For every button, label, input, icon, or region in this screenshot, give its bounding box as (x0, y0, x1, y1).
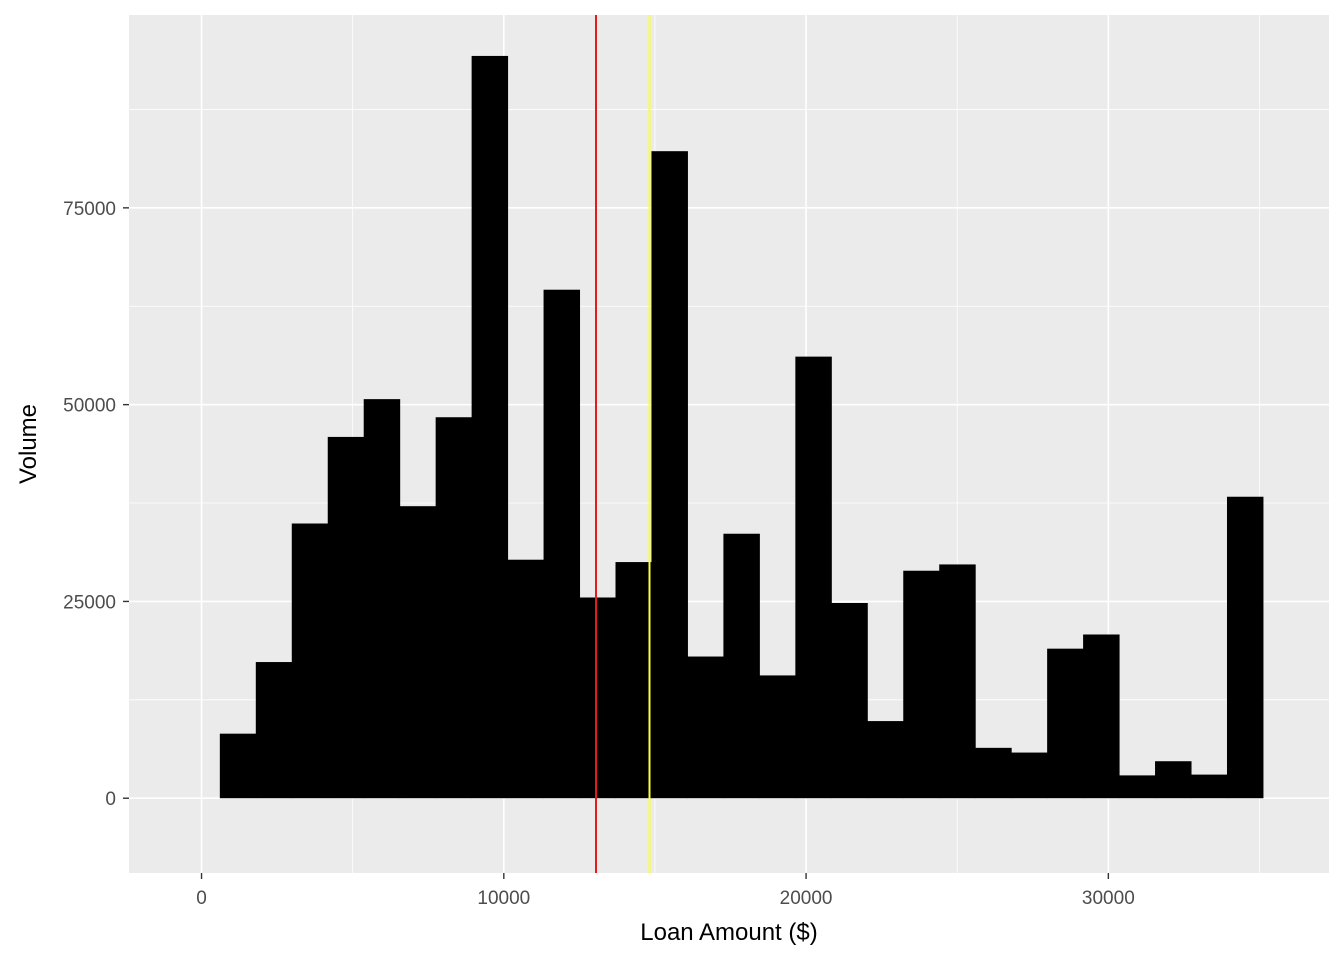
histogram-bar (255, 662, 293, 799)
histogram-bar (651, 151, 688, 799)
x-axis-title: Loan Amount ($) (640, 919, 817, 946)
histogram-bar (1083, 634, 1120, 799)
x-tick-label: 30000 (1082, 888, 1135, 909)
histogram-bar (363, 399, 401, 799)
y-tick-label: 75000 (63, 199, 116, 220)
y-tick-label: 50000 (63, 396, 116, 417)
reference-lines (595, 15, 651, 873)
histogram-bar (1047, 648, 1084, 799)
histogram-bar (471, 55, 509, 799)
y-axis-title: Volume (15, 404, 42, 484)
x-tick-label: 0 (196, 888, 207, 909)
x-tick-label: 10000 (477, 888, 530, 909)
histogram-bar (507, 559, 545, 799)
histogram-bar (975, 747, 1012, 799)
y-tick-label: 0 (105, 789, 116, 810)
histogram-bar (723, 533, 760, 799)
histogram-bar (1226, 496, 1264, 799)
histogram-bar (939, 564, 976, 799)
histogram-bar (1191, 774, 1228, 799)
histogram-bar (399, 506, 437, 799)
histogram-bar (327, 436, 365, 799)
histogram-bar (219, 733, 257, 799)
histogram-bars (219, 55, 1264, 799)
histogram-bar (867, 721, 904, 799)
histogram-bar (435, 417, 473, 799)
histogram-bar (903, 570, 940, 799)
axis-ticks (123, 207, 1110, 879)
y-axis-tick-labels: 0 25000 50000 75000 (63, 199, 116, 810)
histogram-bar (1011, 752, 1048, 799)
x-tick-label: 20000 (780, 888, 833, 909)
y-tick-label: 25000 (63, 592, 116, 613)
histogram-bar (1155, 761, 1192, 799)
histogram-bar (1119, 775, 1156, 799)
histogram-bar (831, 603, 868, 799)
histogram-bar (543, 289, 581, 799)
histogram-bar (687, 656, 724, 799)
x-axis-tick-labels: 0 10000 20000 30000 (196, 888, 1135, 909)
histogram-bar (615, 562, 652, 799)
histogram-bar (759, 675, 796, 799)
histogram-bar (795, 356, 832, 799)
histogram-bar (579, 597, 616, 799)
histogram-bar (291, 523, 329, 799)
